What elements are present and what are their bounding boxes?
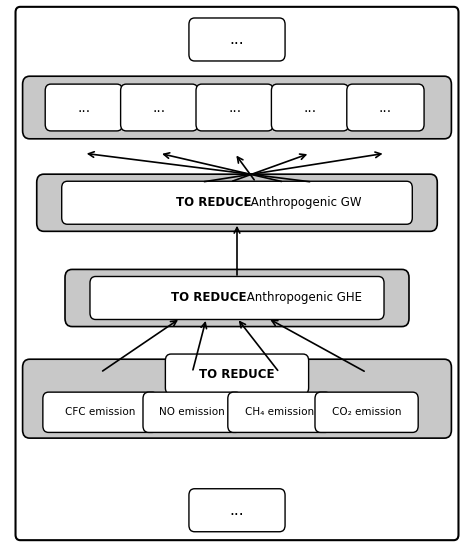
FancyBboxPatch shape bbox=[23, 76, 451, 139]
Text: Anthropogenic GHE: Anthropogenic GHE bbox=[243, 292, 362, 305]
Text: Anthropogenic GW: Anthropogenic GW bbox=[247, 196, 362, 210]
Text: ...: ... bbox=[77, 101, 91, 114]
FancyBboxPatch shape bbox=[196, 84, 273, 131]
FancyBboxPatch shape bbox=[36, 174, 438, 231]
FancyBboxPatch shape bbox=[23, 359, 451, 438]
FancyBboxPatch shape bbox=[43, 392, 158, 433]
Text: ...: ... bbox=[230, 32, 244, 47]
Text: TO REDUCE: TO REDUCE bbox=[171, 292, 246, 305]
FancyBboxPatch shape bbox=[165, 354, 309, 394]
FancyBboxPatch shape bbox=[120, 84, 198, 131]
Text: TO REDUCE: TO REDUCE bbox=[176, 196, 251, 210]
Text: CO₂ emission: CO₂ emission bbox=[332, 408, 401, 417]
Text: ...: ... bbox=[379, 101, 392, 114]
FancyBboxPatch shape bbox=[228, 392, 331, 433]
FancyBboxPatch shape bbox=[272, 84, 349, 131]
FancyBboxPatch shape bbox=[16, 7, 458, 540]
FancyBboxPatch shape bbox=[45, 84, 122, 131]
FancyBboxPatch shape bbox=[90, 276, 384, 319]
FancyBboxPatch shape bbox=[347, 84, 424, 131]
Text: ...: ... bbox=[303, 101, 317, 114]
Text: ...: ... bbox=[230, 503, 244, 518]
FancyBboxPatch shape bbox=[189, 488, 285, 532]
Text: ...: ... bbox=[228, 101, 241, 114]
FancyBboxPatch shape bbox=[189, 18, 285, 61]
Text: TO REDUCE: TO REDUCE bbox=[199, 368, 275, 381]
Text: CH₄ emission: CH₄ emission bbox=[245, 408, 314, 417]
FancyBboxPatch shape bbox=[315, 392, 418, 433]
Text: NO emission: NO emission bbox=[159, 408, 225, 417]
Text: ...: ... bbox=[153, 101, 166, 114]
Text: CFC emission: CFC emission bbox=[65, 408, 136, 417]
FancyBboxPatch shape bbox=[143, 392, 241, 433]
FancyBboxPatch shape bbox=[65, 270, 409, 327]
FancyBboxPatch shape bbox=[62, 181, 412, 224]
